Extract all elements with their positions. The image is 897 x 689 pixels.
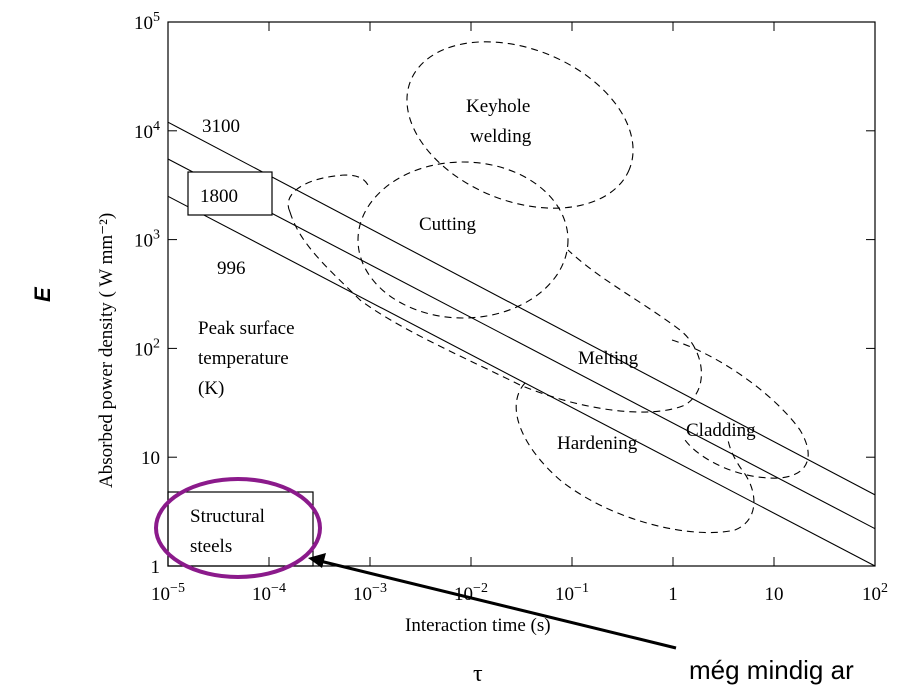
series-line-3100 [167, 121, 876, 496]
e-label: E [30, 286, 55, 302]
x-tick-label-4: 10−1 [555, 581, 589, 605]
note-text: még mindig ar [689, 655, 854, 685]
region-label-structural: Structural [190, 506, 265, 527]
y-tick-label-4: 104 [134, 119, 160, 143]
structural-steels-box [167, 491, 314, 567]
y-axis-label: Absorbed power density ( W mm⁻²) [96, 213, 117, 488]
x-tick-label-2: 10−3 [353, 581, 387, 605]
x-tick-label-5: 1 [668, 584, 678, 605]
y-tick-label-5: 105 [134, 10, 160, 34]
region-hardening [515, 382, 755, 534]
x-axis-label: Interaction time (s) [405, 615, 551, 636]
tau-label: τ [473, 661, 483, 687]
region-cutting [357, 161, 569, 319]
plot-frame [167, 21, 876, 567]
label-box-1800 [187, 171, 273, 216]
temperature-lines [167, 121, 876, 567]
region-label-cutting: Cutting [419, 214, 477, 235]
series-label-3100: 3100 [202, 116, 240, 137]
region-melting [287, 174, 702, 413]
region-outlines [287, 41, 809, 534]
y-tick-label-2: 102 [134, 336, 160, 360]
series-line-996 [167, 195, 876, 567]
region-cladding [671, 339, 809, 479]
series-label-996: 996 [217, 258, 246, 279]
region-label-hardening: Hardening [557, 433, 638, 454]
region-label-steels: steels [190, 536, 232, 557]
region-label-cladding: Cladding [686, 420, 756, 441]
legend-title-line-2: temperature [198, 348, 289, 369]
x-tick-label-1: 10−4 [252, 581, 286, 605]
legend-title-line-1: Peak surface [198, 318, 295, 339]
x-axis-ticks: 10−5 10−4 10−3 10−2 10−1 1 10 102 [151, 22, 888, 605]
annotation-arrow [308, 553, 677, 650]
x-tick-label-6: 10 [765, 584, 784, 605]
region-label-melting: Melting [578, 348, 639, 369]
legend-title-line-3: (K) [198, 378, 224, 399]
region-label-keyhole-1: Keyhole [466, 96, 530, 117]
y-tick-label-3: 103 [134, 228, 160, 252]
region-keyhole-welding [406, 41, 634, 209]
y-tick-label-0: 1 [151, 557, 161, 578]
y-tick-label-1: 10 [141, 448, 160, 469]
x-tick-label-3: 10−2 [454, 581, 488, 605]
x-tick-label-0: 10−5 [151, 581, 185, 605]
series-label-1800: 1800 [200, 186, 238, 207]
series-line-1800 [167, 158, 876, 530]
x-tick-label-7: 102 [862, 581, 888, 605]
highlight-ellipse [154, 477, 322, 579]
region-label-keyhole-2: welding [470, 126, 532, 147]
